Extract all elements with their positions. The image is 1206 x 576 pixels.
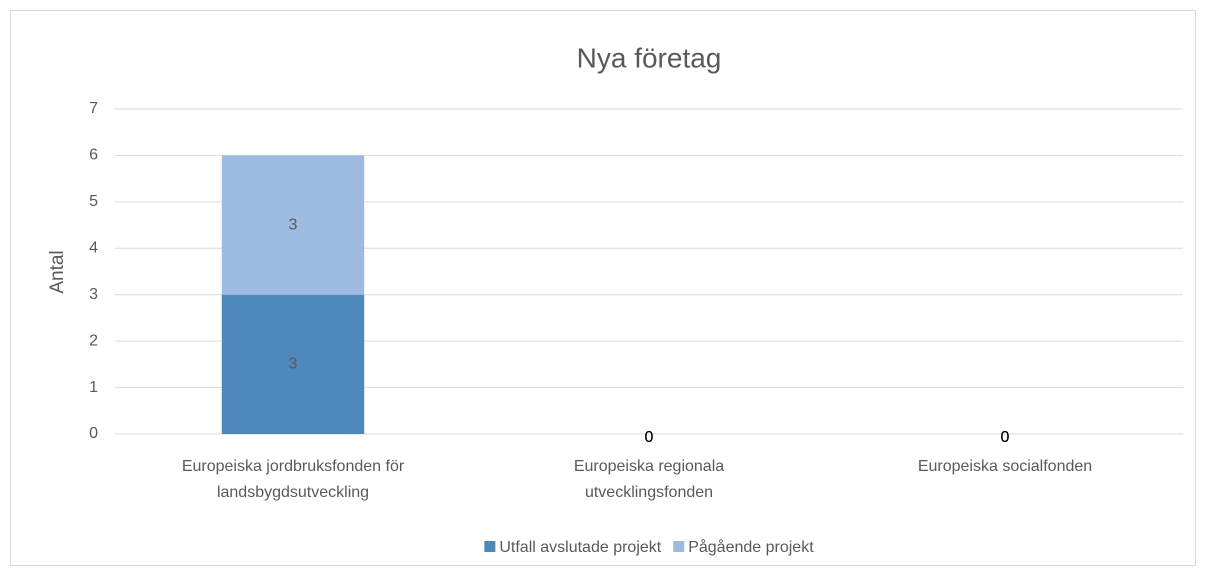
data-label: 0 [1001,429,1010,446]
y-tick-label: 1 [89,379,98,396]
chart-border [10,10,1196,566]
bar-segment [221,294,365,434]
x-tick-line: Europeiska jordbruksfonden för [182,458,405,475]
y-tick-label: 0 [89,425,98,442]
x-tick-line: Europeiska socialfonden [918,458,1092,475]
x-tick-line: landsbygdsutveckling [217,484,369,501]
legend-swatch [673,541,685,552]
data-label: 3 [289,216,298,233]
y-axis-label: Antal [47,250,68,293]
x-tick-label: Europeiska regionala utvecklingsfonden [574,458,724,501]
x-tick-label: Europeiska socialfonden [918,458,1092,475]
legend-label: Utfall avslutade projekt [499,539,661,556]
data-label: 0 [1001,429,1010,446]
x-tick-label: Europeiska jordbruksfonden för landsbygds… [182,458,405,501]
chart-title: Nya företag [577,42,722,73]
bar-segment [221,155,365,295]
legend-swatch [484,541,496,552]
y-tick-label: 3 [89,286,98,303]
legend-label: Pågående projekt [688,538,814,556]
x-tick-line: utvecklingsfonden [585,484,713,501]
y-tick-label: 6 [89,147,98,164]
x-tick-line: Europeiska regionala [574,458,724,475]
y-tick-label: 5 [89,193,98,210]
y-tick-label: 2 [89,332,98,349]
data-label: 0 [645,429,654,446]
y-tick-label: 4 [89,240,98,257]
legend: Utfall avslutade projekt Pågående projekt [484,538,814,556]
data-label: 0 [645,429,654,446]
data-label: 3 [289,356,298,373]
y-tick-label: 7 [89,100,98,117]
